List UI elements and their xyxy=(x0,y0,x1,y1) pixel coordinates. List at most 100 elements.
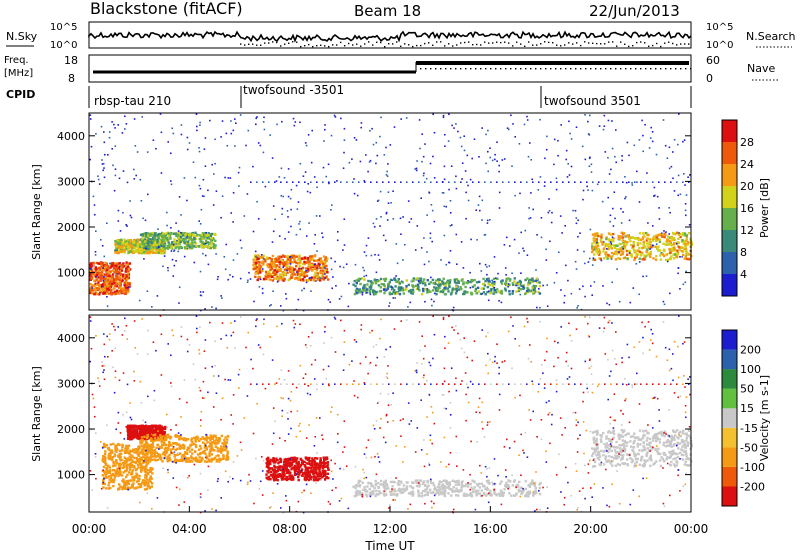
scatter-point xyxy=(150,248,153,251)
noise-point xyxy=(310,276,312,279)
scatter-point xyxy=(622,250,625,253)
scatter-point xyxy=(379,277,383,281)
scatter-point xyxy=(262,254,265,257)
nave-point xyxy=(490,68,492,70)
scatter-point xyxy=(208,445,211,448)
scatter-point xyxy=(146,481,149,484)
nsearch-point xyxy=(392,43,394,45)
scatter-point xyxy=(158,429,162,432)
scatter-point xyxy=(682,242,685,246)
noise-point xyxy=(575,217,578,219)
scatter-point xyxy=(138,447,141,450)
nave-point xyxy=(465,68,467,70)
noise-point xyxy=(433,177,436,179)
scatter-point xyxy=(203,446,206,449)
scatter-point xyxy=(177,246,180,249)
scatter-point xyxy=(374,292,377,296)
scatter-point xyxy=(262,277,266,281)
noise-point xyxy=(394,297,396,299)
noise-point xyxy=(498,300,500,302)
scatter-point xyxy=(151,239,155,243)
nsearch-point xyxy=(572,43,574,45)
scatter-point xyxy=(259,271,262,274)
scatter-point xyxy=(149,246,152,250)
noise-point xyxy=(377,254,380,256)
scatter-point xyxy=(101,287,104,291)
nsearch-point xyxy=(628,45,630,48)
scatter-point xyxy=(459,286,462,289)
scatter-point xyxy=(98,289,102,293)
scatter-point xyxy=(100,274,104,277)
nave-label: Nave xyxy=(747,62,775,75)
noise-point xyxy=(633,144,636,147)
scatter-point xyxy=(134,448,138,451)
noise-point xyxy=(589,228,592,231)
scatter-point xyxy=(204,452,207,456)
noise-point xyxy=(404,244,406,246)
scatter-point xyxy=(669,242,672,245)
nsearch-point xyxy=(484,41,486,43)
scatter-point xyxy=(604,251,608,254)
scatter-point xyxy=(298,267,301,270)
scatter-point xyxy=(162,435,165,438)
scatter-point xyxy=(355,287,359,291)
noise-point xyxy=(278,235,281,237)
noise-point xyxy=(370,254,373,257)
scatter-point xyxy=(195,458,199,461)
scatter-point xyxy=(658,240,662,244)
scatter-point xyxy=(226,438,229,441)
noise-point xyxy=(337,231,339,233)
scatter-point xyxy=(596,234,600,238)
scatter-point xyxy=(149,475,152,478)
noise-point xyxy=(607,119,610,122)
noise-point xyxy=(485,162,487,165)
noise-point xyxy=(274,218,276,221)
scatter-point xyxy=(595,232,599,235)
scatter-point xyxy=(116,467,119,470)
noise-point xyxy=(343,218,346,220)
nsearch-point xyxy=(456,44,458,46)
scatter-point xyxy=(160,247,163,250)
scatter-point xyxy=(592,258,595,261)
noise-point xyxy=(448,113,450,116)
noise-point xyxy=(343,244,346,246)
noise-point xyxy=(356,194,359,197)
scatter-point xyxy=(621,239,624,242)
noise-point xyxy=(261,292,264,294)
noise-point xyxy=(387,191,390,193)
noise-point xyxy=(662,300,665,303)
scatter-point xyxy=(114,262,117,265)
scatter-point xyxy=(112,473,115,477)
band-point xyxy=(514,181,516,183)
scatter-point xyxy=(136,238,139,241)
noise-point xyxy=(388,305,390,307)
noise-point xyxy=(203,195,205,198)
scatter-point xyxy=(149,480,152,484)
noise-point xyxy=(343,139,346,141)
scatter-point xyxy=(149,238,152,241)
nave-point xyxy=(430,68,432,70)
noise-point xyxy=(670,165,673,168)
scatter-point xyxy=(103,470,106,473)
scatter-point xyxy=(664,258,668,262)
scatter-point xyxy=(294,277,297,280)
noise-point xyxy=(497,272,499,275)
noise-point xyxy=(116,273,119,275)
scatter-point xyxy=(89,288,92,292)
scatter-point xyxy=(493,290,497,293)
scatter-point xyxy=(495,291,498,294)
scatter-point xyxy=(126,246,130,249)
noise-point xyxy=(557,154,559,157)
scatter-point xyxy=(664,233,667,236)
noise-point xyxy=(256,116,258,118)
noise-point xyxy=(232,275,234,278)
band-point xyxy=(604,181,606,183)
scatter-point xyxy=(136,459,140,462)
noise-point xyxy=(683,139,686,141)
scatter-point xyxy=(119,286,122,290)
scatter-point xyxy=(286,260,289,263)
noise-point xyxy=(202,178,205,181)
noise-point xyxy=(387,202,390,204)
scatter-point xyxy=(122,478,125,481)
scatter-point xyxy=(109,443,112,446)
